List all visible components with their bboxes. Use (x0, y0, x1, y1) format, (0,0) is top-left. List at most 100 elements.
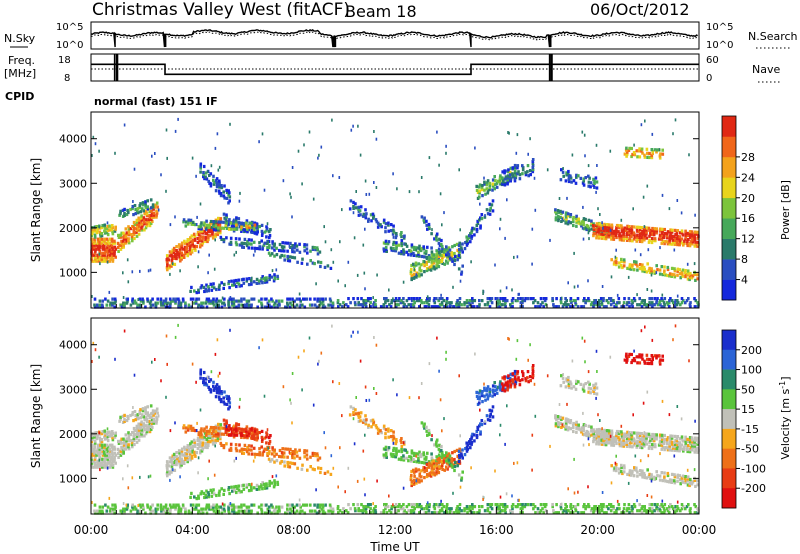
velocity-cell (435, 472, 438, 476)
power-cell (217, 305, 221, 309)
power-cell (572, 299, 576, 303)
velocity-cell (247, 431, 251, 435)
power-cell (149, 206, 153, 210)
velocity-cell (491, 388, 495, 392)
power-cell (205, 289, 208, 293)
power-cell (460, 248, 464, 252)
power-cell (622, 238, 626, 242)
velocity-cell (433, 465, 436, 469)
power-cell (564, 179, 568, 183)
velocity-cell (620, 430, 623, 434)
velocity-cell (138, 511, 142, 515)
power-cell (240, 297, 243, 301)
power-cell (680, 211, 683, 215)
power-cell (423, 264, 426, 268)
velocity-cell (387, 429, 390, 433)
velocity-cell (178, 459, 181, 463)
power-cell (174, 301, 177, 305)
power-cell (640, 226, 643, 230)
velocity-cell (607, 439, 611, 443)
power-cell (684, 231, 687, 235)
velocity-cell (427, 430, 431, 435)
power-cell (470, 230, 473, 234)
velocity-cell (663, 471, 666, 475)
power-cell (123, 211, 126, 215)
power-cell (408, 249, 411, 253)
velocity-cell (270, 511, 273, 515)
power-cell (588, 229, 591, 233)
power-cell (670, 234, 674, 238)
power-cell (400, 242, 403, 246)
velocity-cell (193, 450, 196, 454)
power-cell (485, 183, 489, 187)
power-cell (138, 228, 141, 232)
power-cell (647, 240, 651, 244)
power-cell (437, 255, 441, 259)
velocity-cell (595, 440, 599, 444)
velocity-cell (605, 441, 608, 445)
power-cell (619, 263, 623, 268)
power-cell (659, 299, 662, 303)
velocity-cell (239, 433, 243, 437)
power-cell (494, 179, 497, 183)
power-cell (95, 243, 99, 247)
power-cell (113, 245, 117, 249)
power-cell (423, 216, 426, 220)
velocity-cell (648, 444, 651, 448)
velocity-cell (579, 382, 583, 386)
power-cell (185, 248, 188, 252)
velocity-cell (371, 418, 375, 422)
velocity-cell (106, 461, 109, 465)
velocity-cell (631, 445, 634, 449)
power-cell (212, 282, 215, 286)
velocity-cell (526, 370, 530, 374)
power-cell (238, 237, 241, 241)
power-cell (360, 297, 363, 301)
power-cell (638, 239, 642, 243)
power-cell (142, 216, 146, 220)
velocity-cell (686, 477, 690, 481)
velocity-cell (214, 440, 217, 444)
power-cell (478, 303, 481, 307)
power-cell (234, 278, 238, 283)
power-cell (405, 305, 408, 309)
velocity-cell (106, 455, 109, 459)
power-cell (491, 184, 495, 188)
power-cell (531, 158, 535, 162)
power-cell (229, 240, 233, 244)
power-cell (199, 223, 203, 227)
power-cell (149, 303, 153, 307)
power-cell (428, 255, 431, 259)
power-cell (197, 290, 200, 294)
velocity-cell (199, 431, 202, 435)
velocity-cell (120, 451, 124, 455)
velocity-cell (618, 438, 621, 442)
velocity-cell (160, 509, 163, 513)
velocity-cell (98, 463, 102, 467)
velocity-cell (146, 411, 149, 415)
velocity-cell (234, 484, 238, 489)
velocity-cell (623, 358, 627, 362)
velocity-cell (569, 380, 572, 384)
velocity-cell (658, 360, 662, 364)
power-cell (696, 305, 699, 309)
velocity-cell (241, 433, 244, 438)
power-cell (668, 305, 671, 309)
power-cell (565, 217, 568, 221)
velocity-cell (273, 483, 277, 487)
power-cell (533, 299, 537, 303)
power-cell (686, 241, 689, 246)
power-cell (658, 233, 662, 237)
velocity-cell (145, 420, 149, 424)
velocity-cell (453, 468, 456, 473)
velocity-cell (103, 445, 106, 449)
power-cell (177, 301, 181, 305)
velocity-cell (134, 507, 138, 511)
velocity-cell (597, 442, 601, 446)
velocity-cell (217, 432, 220, 436)
power-cell (106, 243, 110, 247)
velocity-cell (453, 464, 457, 469)
power-cell (503, 297, 507, 301)
power-cell (366, 297, 370, 301)
velocity-cell (311, 451, 315, 455)
